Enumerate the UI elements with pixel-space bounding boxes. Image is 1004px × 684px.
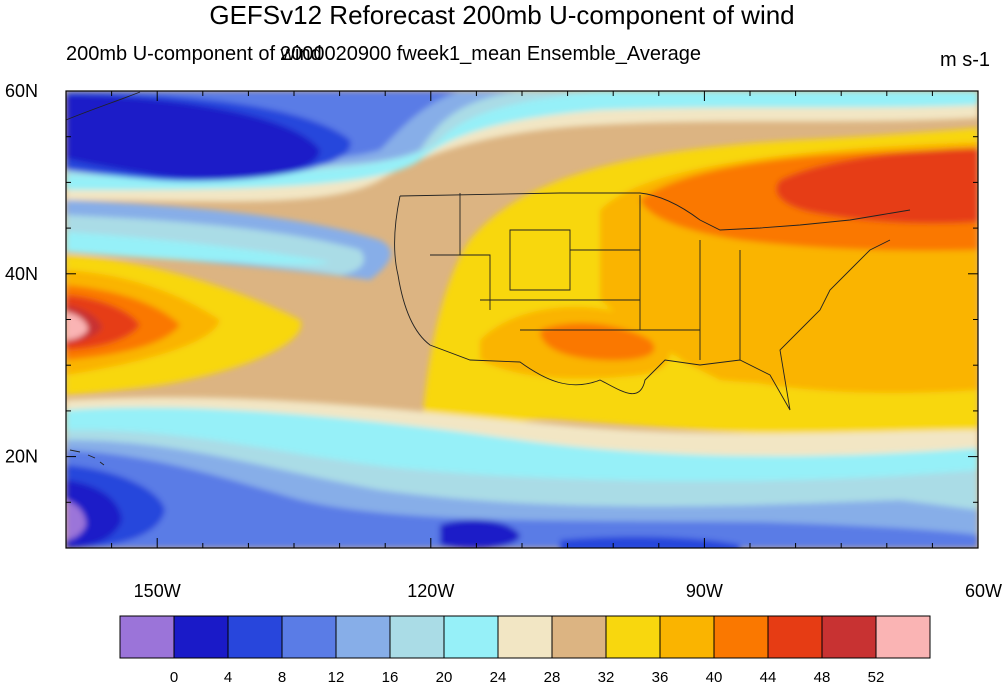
contour-4-pacific xyxy=(440,519,520,548)
alaska-coast xyxy=(66,91,141,121)
lon-label: 60W xyxy=(965,581,1002,601)
colorbar-swatch xyxy=(551,615,607,659)
colorbar-level-label: 12 xyxy=(328,669,345,684)
colorbar-level-label: 8 xyxy=(278,669,286,684)
colorbar-swatch xyxy=(821,615,877,659)
contour-4-north xyxy=(66,95,320,180)
colorbar-level-label: 20 xyxy=(436,669,453,684)
contour-56-west xyxy=(66,312,88,340)
colorbar-level-label: 44 xyxy=(760,669,777,684)
colorbar-swatch xyxy=(713,615,769,659)
contour-44-south xyxy=(540,323,655,361)
variable-label: 200mb U-component of wind xyxy=(66,43,322,65)
run-label: 2000020900 fweek1_mean Ensemble_Average xyxy=(280,43,702,65)
lat-label: 60N xyxy=(5,81,38,101)
colorbar: 0 4 8 12 16 20 24 28 32 36 40 44 48 52 xyxy=(119,615,931,684)
units-label: m s-1 xyxy=(940,49,990,71)
colorbar-swatch xyxy=(497,615,553,659)
colorbar-swatch xyxy=(335,615,391,659)
lat-label: 20N xyxy=(5,447,38,467)
colorbar-level-label: 16 xyxy=(382,669,399,684)
colorbar-level-label: 40 xyxy=(706,669,723,684)
colorbar-level-label: 36 xyxy=(652,669,669,684)
colorbar-swatch xyxy=(659,615,715,659)
colorbar-level-label: 24 xyxy=(490,669,507,684)
political-boundaries xyxy=(66,91,911,466)
axis-labels: 150W 120W 90W 60W 60N 40N 20N xyxy=(5,81,1002,601)
colorbar-swatch xyxy=(443,615,499,659)
colorbar-swatch xyxy=(767,615,823,659)
map-title: GEFSv12 Reforecast 200mb U-component of … xyxy=(209,0,795,30)
colorbar-level-label: 28 xyxy=(544,669,561,684)
state-lines xyxy=(430,193,741,360)
colorbar-level-label: 32 xyxy=(598,669,615,684)
contour-24-west xyxy=(66,232,330,265)
contour-0-south xyxy=(66,500,86,540)
conus-coastline xyxy=(394,195,891,411)
colorbar-swatch xyxy=(119,615,175,659)
colorbar-swatch xyxy=(281,615,337,659)
contour-48-jet xyxy=(776,148,978,224)
colorbar-level-label: 0 xyxy=(170,669,178,684)
colorbar-level-label: 4 xyxy=(224,669,232,684)
colorbar-swatch xyxy=(227,615,283,659)
colorbar-swatch xyxy=(173,615,229,659)
lat-label: 40N xyxy=(5,264,38,284)
axis-ticks xyxy=(65,90,979,549)
colorbar-swatch xyxy=(605,615,661,659)
colorbar-level-label: 52 xyxy=(868,669,885,684)
canada-border xyxy=(399,192,911,231)
lon-label: 120W xyxy=(407,581,454,601)
hawaii xyxy=(69,449,105,466)
wind-field xyxy=(66,91,978,548)
colorbar-level-label: 48 xyxy=(814,669,831,684)
contour-40-gulf xyxy=(680,354,900,385)
colorbar-swatch xyxy=(875,615,931,659)
lon-label: 150W xyxy=(134,581,181,601)
contour-12-south xyxy=(66,450,978,548)
contour-8-equator xyxy=(560,536,740,548)
colorbar-swatch xyxy=(389,615,445,659)
lon-label: 90W xyxy=(686,581,723,601)
